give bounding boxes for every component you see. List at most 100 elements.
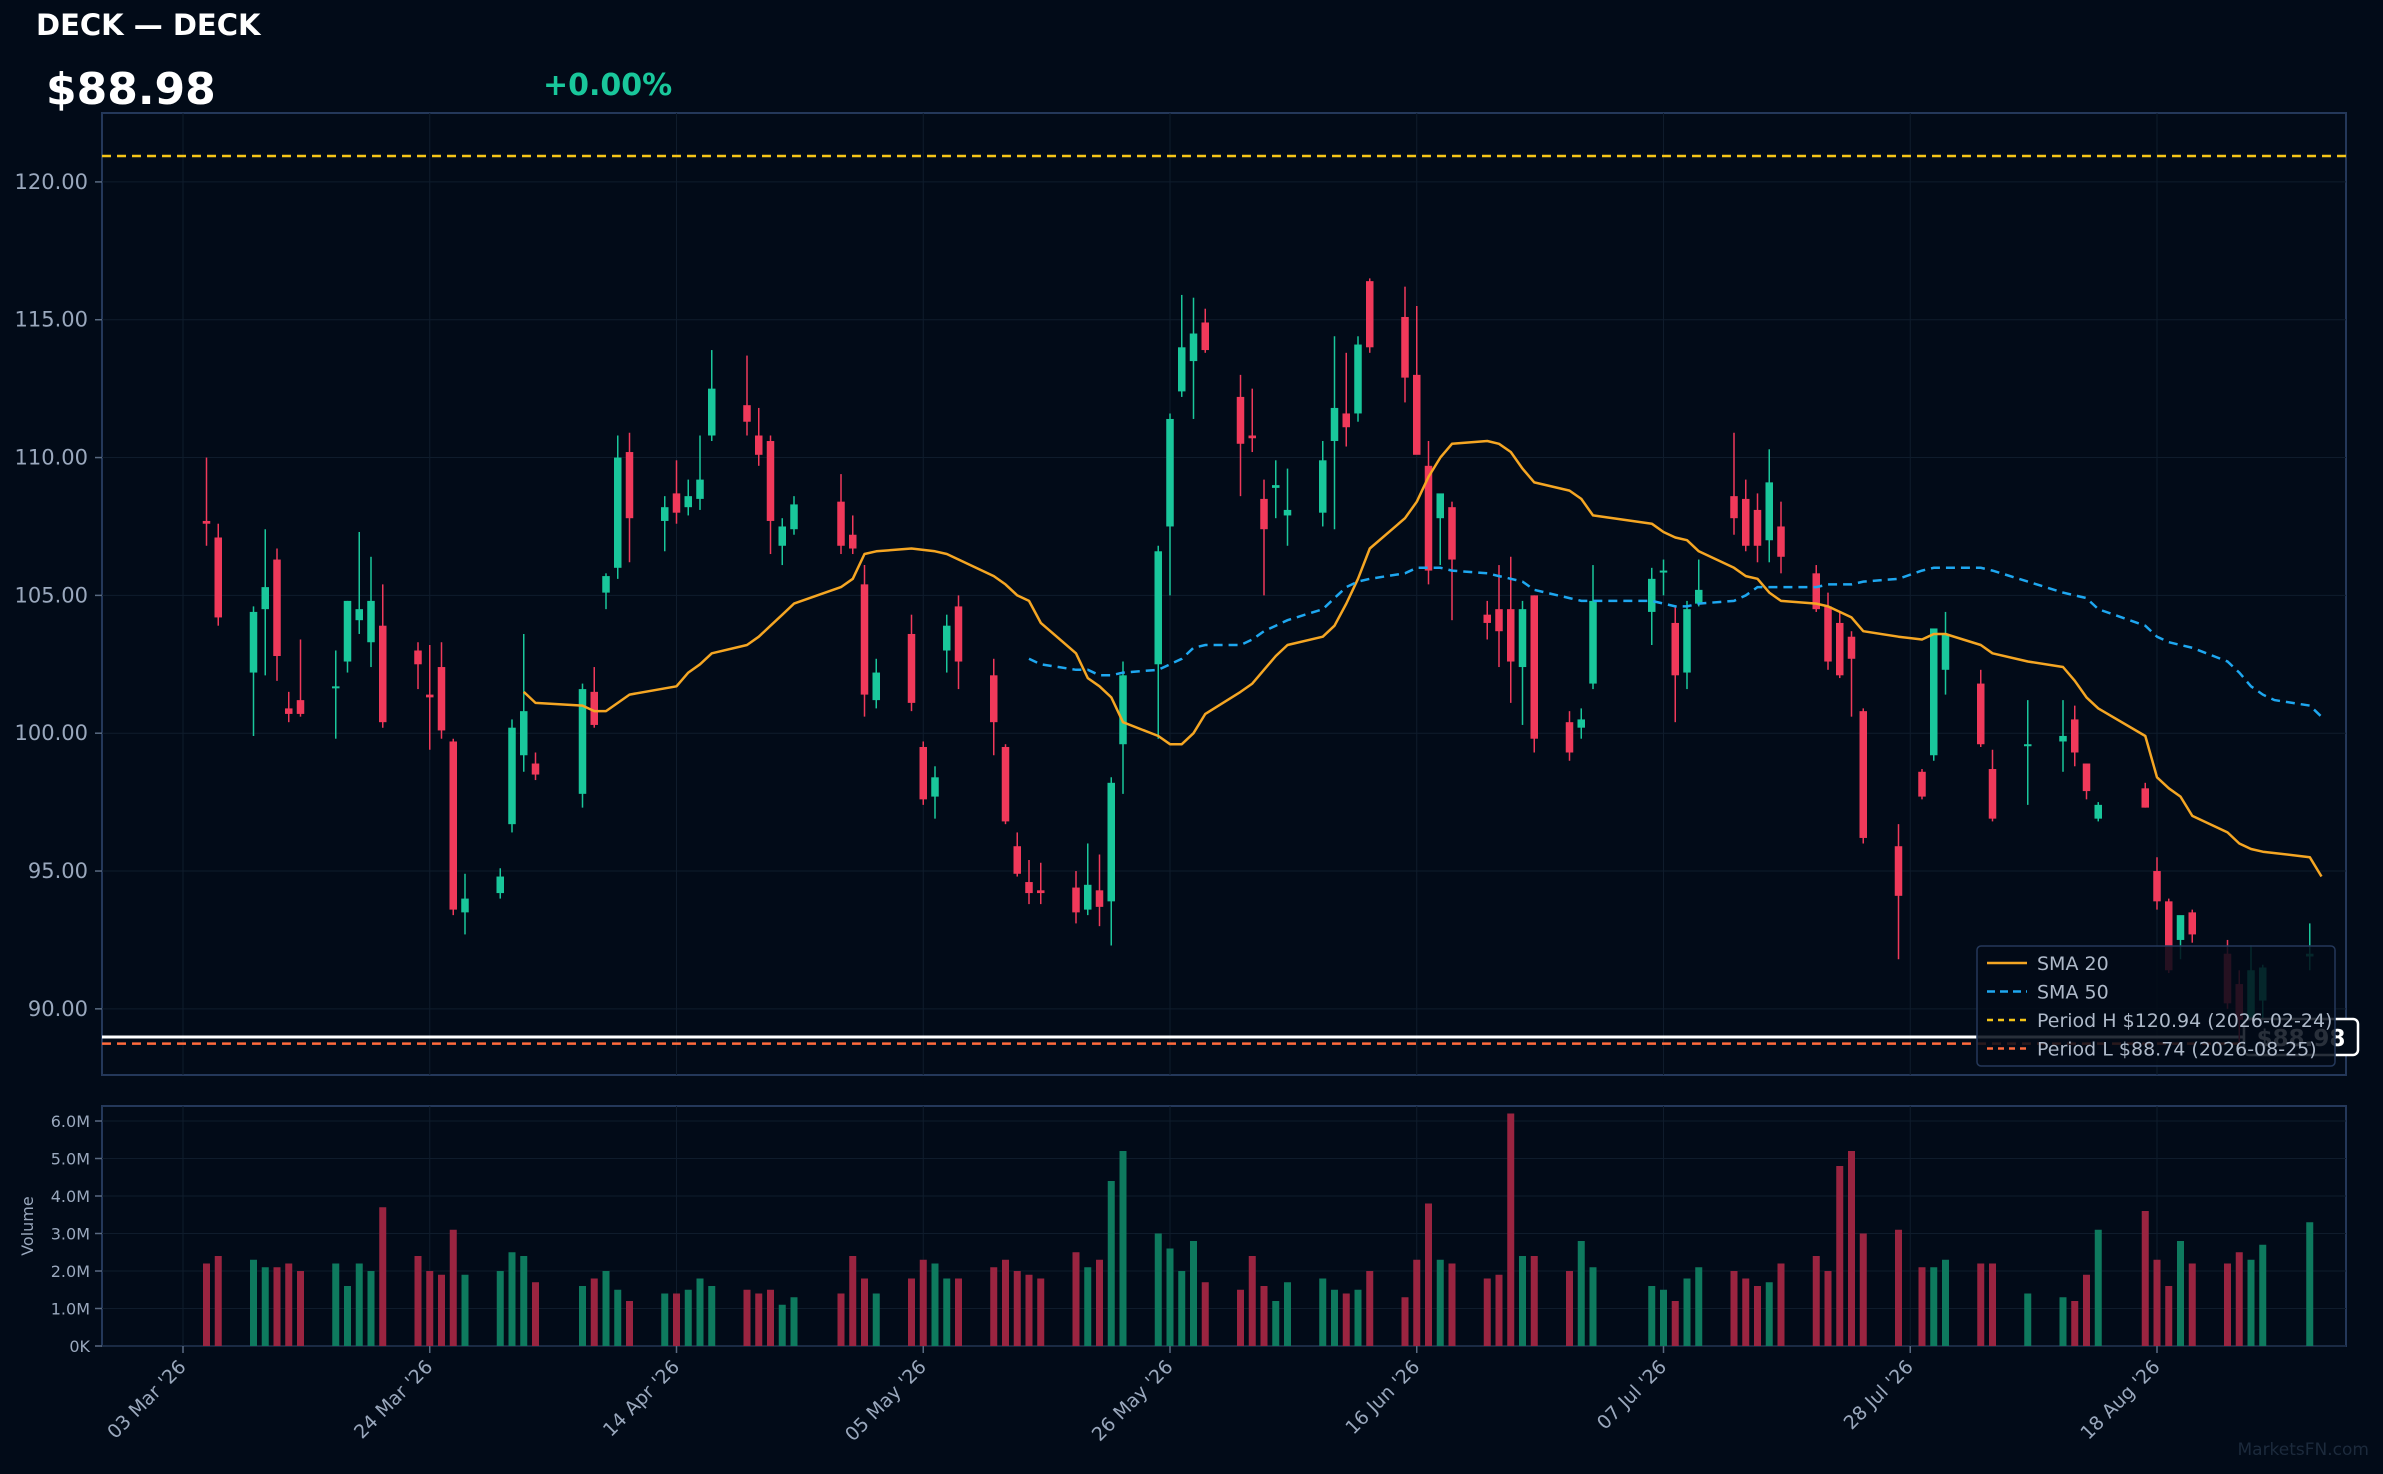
legend-label: Period H $120.94 (2026-02-24) <box>2037 1010 2332 1032</box>
volume-bar <box>1319 1278 1327 1346</box>
candle <box>1495 565 1503 668</box>
volume-bar <box>2153 1259 2161 1346</box>
volume-bar <box>872 1293 880 1346</box>
candle <box>426 644 434 750</box>
volume-bar <box>2188 1263 2196 1346</box>
volume-bar <box>1660 1289 1667 1346</box>
candle <box>1765 449 1773 563</box>
candle-body <box>1013 846 1021 874</box>
candle <box>1683 600 1691 690</box>
volume-bar <box>1989 1263 1996 1346</box>
candle-body <box>1037 890 1045 894</box>
candle <box>1424 441 1433 585</box>
volume-bar <box>1507 1113 1515 1346</box>
candle <box>766 435 775 555</box>
volume-bar <box>661 1293 669 1346</box>
candle-body <box>1401 316 1409 378</box>
candle <box>661 496 669 552</box>
candle-body <box>625 452 634 519</box>
volume-bar <box>2094 1229 2102 1346</box>
volume-bar <box>508 1252 516 1346</box>
volume-bar <box>203 1263 210 1346</box>
volume-bar <box>1401 1297 1409 1346</box>
watermark: MarketsFN.com <box>2237 1440 2369 1460</box>
candle-body <box>1988 769 1997 819</box>
volume-bar <box>261 1267 269 1346</box>
candle <box>1518 600 1527 725</box>
legend: SMA 20 SMA 50 Period H $120.94 (2026-02-24… <box>1976 945 2336 1067</box>
candle-body <box>1260 498 1268 530</box>
candle <box>860 565 869 717</box>
candle-body <box>1248 435 1256 439</box>
candle <box>2071 705 2079 767</box>
candle-body <box>343 600 352 662</box>
candle <box>1001 744 1010 825</box>
candle <box>531 752 540 781</box>
candle <box>1753 493 1762 563</box>
candle <box>743 355 751 436</box>
candle <box>437 642 446 739</box>
volume-bar <box>332 1263 340 1346</box>
candle <box>273 548 281 681</box>
candle <box>790 496 798 535</box>
candle <box>1836 611 1844 679</box>
chart-title: DECK — DECK <box>36 8 261 42</box>
candle <box>943 614 951 673</box>
candle-body <box>778 526 786 546</box>
volume-bar <box>2024 1293 2032 1346</box>
candle-body <box>2082 763 2091 792</box>
candle <box>1072 871 1080 924</box>
volume-bar <box>2259 1244 2267 1346</box>
candle-body <box>2141 788 2149 808</box>
candle-body <box>708 388 716 436</box>
volume-bar <box>214 1256 222 1346</box>
volume-bar <box>673 1293 680 1346</box>
volume-bar <box>931 1263 939 1346</box>
candle <box>954 595 963 690</box>
candle-body <box>1154 551 1162 665</box>
candle-body <box>1565 722 1574 753</box>
current-price: $88.98 <box>46 64 216 115</box>
candle-body <box>943 625 951 651</box>
candle <box>1236 374 1245 497</box>
candle-body <box>1695 589 1703 604</box>
candle <box>1448 501 1456 621</box>
volume-bar <box>532 1282 539 1346</box>
candle-body <box>285 708 293 714</box>
candle <box>1084 843 1092 916</box>
volume-bar <box>1754 1286 1761 1346</box>
candle-body <box>202 520 211 524</box>
candle-body <box>1107 782 1115 902</box>
legend-box <box>1976 945 2336 1067</box>
candle <box>872 658 880 709</box>
volume-bar <box>602 1271 610 1346</box>
volume-bar <box>861 1278 868 1346</box>
candle <box>1119 661 1127 794</box>
volume-bar <box>1260 1286 1268 1346</box>
volume-bar <box>1577 1241 1585 1346</box>
candle <box>2094 802 2102 822</box>
volume-bar <box>1413 1259 1421 1346</box>
candle <box>755 407 763 466</box>
candle-body <box>1753 509 1762 546</box>
candle-body <box>1025 882 1033 894</box>
candle <box>614 435 622 579</box>
candle-body <box>249 611 258 673</box>
candle-body <box>1918 771 1926 797</box>
candle-body <box>355 609 363 621</box>
price-tick-label: 120.00 <box>15 170 88 194</box>
candle <box>990 658 998 756</box>
candle <box>1342 352 1350 447</box>
price-tick-label: 90.00 <box>28 997 88 1021</box>
candle <box>1201 308 1209 353</box>
candle-body <box>1001 746 1010 822</box>
candle <box>520 633 528 772</box>
volume-panel: 0K 1.0M 2.0M 3.0M 4.0M 5.0M 6.0M Volume <box>18 1105 2347 1356</box>
candle-body <box>449 741 457 910</box>
candle-body <box>1589 600 1597 684</box>
candle <box>1777 501 1785 574</box>
candle-body <box>790 504 798 530</box>
volume-bar <box>344 1286 351 1346</box>
volume-bar <box>908 1278 915 1346</box>
price-tick-label: 105.00 <box>15 583 88 607</box>
